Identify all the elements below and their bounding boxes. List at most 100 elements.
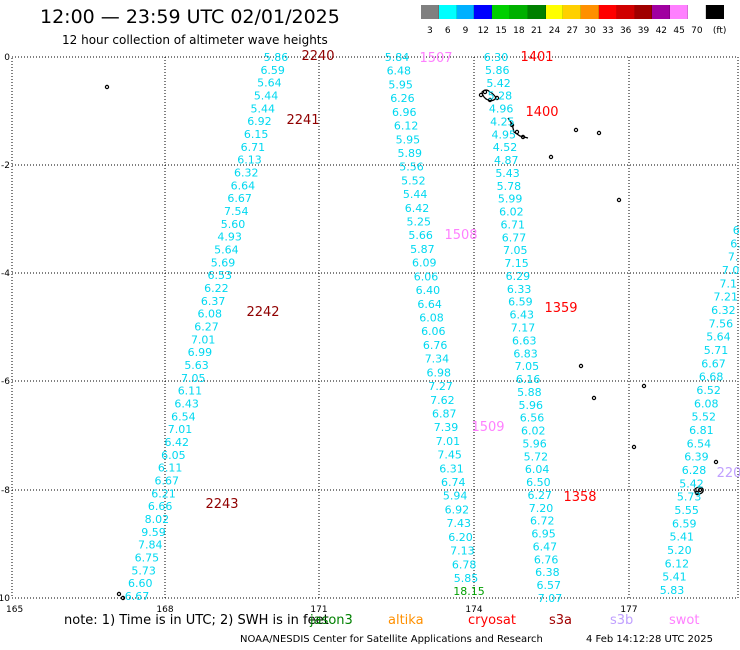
wave-height-label: 5.71: [704, 344, 729, 357]
wave-height-label: 6.26: [390, 92, 415, 105]
wave-height-label: 5.95: [388, 78, 413, 91]
scale-label: 30: [584, 26, 596, 36]
wave-height-label: 5.43: [495, 167, 520, 180]
wave-height-label: 5.78: [497, 180, 522, 193]
scale-label: 18: [513, 26, 525, 36]
wave-height-label: 6.77: [502, 231, 527, 244]
wave-height-label: 6.11: [178, 385, 203, 398]
scale-swatch: [438, 5, 457, 19]
wave-height-label: 4.93: [217, 231, 242, 244]
wave-height-label: 7.17: [511, 322, 536, 335]
wave-height-label: 6.06: [414, 270, 439, 283]
wave-height-label: 6.76: [534, 553, 559, 566]
scale-swatch: [652, 5, 671, 19]
track-time-label: 1508: [444, 228, 477, 243]
wave-height-label: 7.01: [191, 333, 216, 346]
wave-height-label: 6.67: [227, 192, 252, 205]
wave-height-label: 7.01: [168, 423, 193, 436]
wave-height-label: 6.68: [699, 371, 724, 384]
wave-height-label: 6.02: [499, 206, 524, 219]
legend-s3a: s3a: [549, 613, 573, 628]
wave-height-label: 7.1: [719, 277, 737, 290]
wave-height-label: 6.59: [260, 64, 285, 77]
wave-height-label: 5.69: [211, 256, 236, 269]
lon-tick-label: 165: [6, 605, 23, 615]
wave-height-label: 6.53: [207, 269, 232, 282]
island-shape: [631, 444, 637, 450]
wave-height-label: 6.92: [445, 503, 470, 516]
island-shape: [120, 595, 126, 601]
wave-height-label: 6.81: [689, 424, 714, 437]
wave-height-label: 7.20: [529, 502, 554, 515]
scale-swatch: [581, 5, 599, 19]
wave-height-label: 6.96: [392, 106, 417, 119]
wave-height-label: 6.48: [387, 65, 412, 78]
scale-swatch: [474, 5, 493, 19]
track-time-label: 2242: [246, 305, 279, 320]
wave-height-label: 6.67: [701, 357, 726, 370]
scale-swatch: [616, 5, 635, 19]
lat-tick-label: -10: [0, 594, 10, 604]
wave-height-label: 5.25: [407, 216, 432, 229]
wave-height-label: 5.72: [524, 450, 549, 463]
wave-height-label: 6.56: [520, 412, 545, 425]
scale-swatch: [670, 5, 688, 19]
wave-height-label: 7.: [728, 251, 739, 264]
wave-height-label: 6.99: [188, 346, 213, 359]
wave-height-label: 6.83: [513, 347, 538, 360]
track-time-label: 1358: [563, 490, 596, 505]
wave-height-label: 7.54: [224, 205, 249, 218]
wave-height-label: 6.09: [412, 257, 437, 270]
track-time-label: 1400: [525, 105, 558, 120]
island-shape: [616, 197, 622, 203]
wave-height-label: 5.86: [485, 64, 510, 77]
island-shape: [591, 395, 597, 401]
wave-height-label: 7.05: [503, 244, 528, 257]
scale-label: 70: [691, 26, 703, 36]
scale-swatch: [456, 5, 475, 19]
scale-swatch: [545, 5, 564, 19]
legend-jason3: jason3: [310, 613, 353, 628]
wave-height-label: 5.94: [443, 490, 468, 503]
wave-height-label: 6.02: [521, 425, 546, 438]
map-title: 12:00 — 23:59 UTC 02/01/2025: [40, 6, 340, 28]
atoll-shape: [694, 486, 704, 495]
atoll-shape: [507, 117, 529, 139]
wave-height-label: 6.72: [530, 515, 555, 528]
wave-height-label: 6.60: [128, 577, 153, 590]
wave-height-label: 6.43: [174, 398, 199, 411]
wave-height-label: 6.13: [237, 154, 262, 167]
wave-height-label: 6.54: [171, 410, 196, 423]
wave-height-label: 6.15: [244, 128, 269, 141]
wave-height-label: 5.88: [517, 386, 542, 399]
wave-height-label: 6.42: [405, 202, 430, 215]
scale-swatch: [688, 5, 706, 19]
wave-height-label: 5.44: [403, 188, 428, 201]
generation-timestamp: 4 Feb 14:12:28 UTC 2025: [586, 634, 713, 645]
wave-height-label: 7.13: [450, 545, 475, 558]
scale-unit: (ft): [712, 26, 727, 36]
scale-label: 36: [619, 26, 632, 36]
wave-height-label: 5.99: [498, 193, 523, 206]
lon-tick-label: 168: [156, 605, 173, 615]
wave-height-label: 6.12: [665, 557, 690, 570]
wave-height-label: 5.84: [385, 51, 410, 64]
lat-tick-label: -4: [1, 269, 10, 279]
wave-height-label: 7.05: [181, 372, 206, 385]
wave-height-label: 6.06: [421, 325, 446, 338]
wave-height-label: 6.54: [687, 437, 712, 450]
island-shape: [116, 591, 122, 597]
wave-height-label: 6.: [733, 224, 740, 237]
wave-height-label: 5.86: [264, 51, 289, 64]
island-shape: [641, 383, 647, 389]
wave-height-label: 5.44: [254, 90, 279, 103]
wave-height-label: 6.20: [448, 531, 473, 544]
wave-height-label: 5.42: [679, 477, 704, 490]
wave-height-label: 5.52: [692, 411, 717, 424]
wave-height-label: 7.84: [138, 539, 163, 552]
map-subtitle: 12 hour collection of altimeter wave hei…: [62, 33, 328, 47]
wave-height-label: 6.71: [241, 141, 266, 154]
track-time-label: 1359: [544, 301, 577, 316]
track-time-label: 2240: [301, 49, 334, 64]
